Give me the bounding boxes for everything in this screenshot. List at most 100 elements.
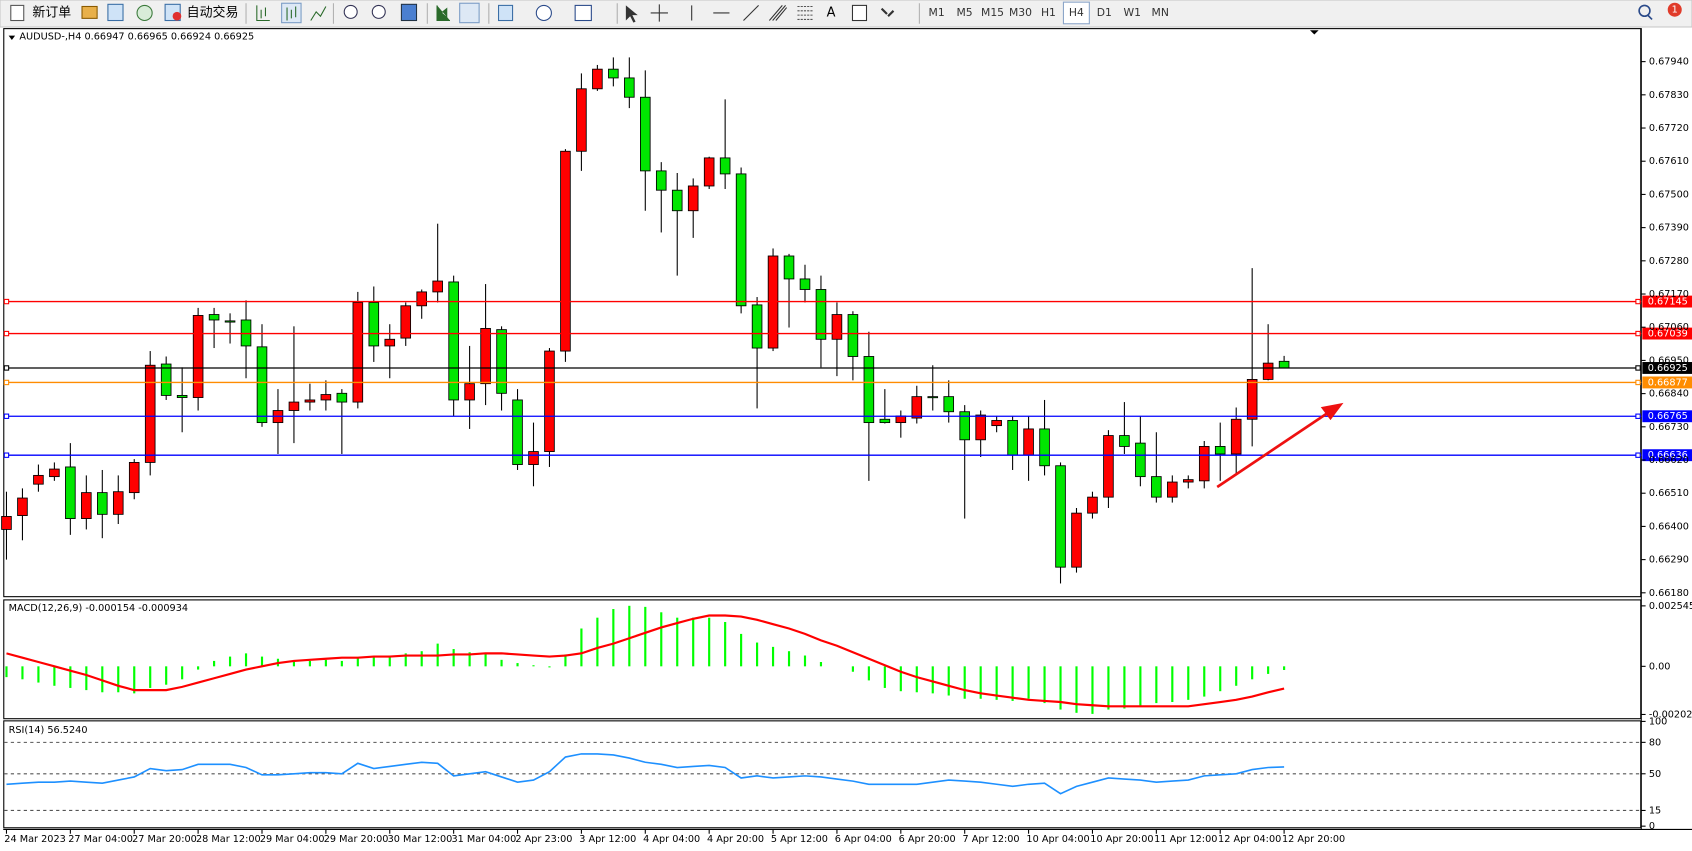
candle-body [496,329,507,394]
candle-body [671,189,683,212]
timeframe-button[interactable]: MN [1152,6,1169,19]
timeframe-active [1062,1,1090,25]
ohlc-open: 0.66947 [84,32,124,43]
y-tick-label: 15 [1649,805,1661,816]
notification-badge[interactable] [1667,2,1682,17]
candle-body [959,411,970,441]
x-tick-label: 27 Mar 20:00 [132,834,197,845]
price-level-tag [1642,410,1692,423]
new-order-icon[interactable] [10,4,25,22]
x-tick-label: 3 Apr 12:00 [579,834,636,845]
y-tick-label: 100 [1649,716,1668,727]
tile-windows-icon[interactable] [400,3,418,22]
rsi-line [6,753,1285,795]
candle-body [1007,420,1018,456]
x-tick-label: 5 Apr 12:00 [771,834,828,845]
periods-icon[interactable] [535,4,552,22]
candle-glyph [286,6,297,21]
timeframe-button[interactable]: M15 [981,6,1004,19]
indicators-icon[interactable] [497,4,514,22]
y-tick-label: 0.67060 [1649,322,1689,333]
label-tool-icon[interactable] [851,4,868,22]
candle-body [400,305,412,339]
fibonacci-icon[interactable] [797,5,813,20]
trendline-icon[interactable] [743,5,759,21]
candle-body [1262,362,1274,380]
timeframe-button[interactable]: M30 [1009,6,1032,19]
level-handle [1635,330,1641,337]
navigator-icon[interactable] [136,4,153,22]
candle-body [799,278,811,290]
bar-chart-icon[interactable] [256,5,270,22]
chart-shift-icon[interactable] [459,2,480,24]
candle-body [1023,428,1034,456]
price-level-label: 0.66877 [1648,377,1688,388]
candle-body [751,304,763,349]
candle-body [320,394,332,401]
candle-body [895,415,907,424]
channel-icon[interactable] [768,5,788,21]
auto-trading-button[interactable]: 自动交易 [187,4,239,20]
data-window-icon[interactable] [107,3,124,22]
price-level-tag [1642,376,1692,389]
candle-body [1182,479,1194,483]
candle-body [1119,435,1130,447]
timeframe-button[interactable]: H1 [1041,6,1056,19]
candle-body [815,289,827,340]
arrows-icon[interactable] [880,7,895,17]
x-tick-label: 6 Apr 04:00 [835,834,892,845]
zoom-out-icon[interactable] [371,4,386,19]
y-tick-label: 0.67830 [1649,90,1689,101]
x-tick-label: 29 Mar 04:00 [260,834,325,845]
x-tick-label: 12 Apr 04:00 [1218,834,1281,845]
price-layer [1,57,1642,584]
candle-body [1198,446,1210,482]
candle-body [464,383,475,401]
candle-body [352,302,364,403]
line-chart-icon[interactable] [310,6,327,21]
timeframe-button[interactable]: M1 [929,6,945,19]
new-order-button[interactable]: 新订单 [32,4,71,20]
crosshair-icon[interactable] [650,4,668,22]
timeframe-button[interactable]: D1 [1097,6,1112,19]
search-icon[interactable] [1638,4,1651,18]
candle-body [911,396,923,419]
candle-body [1167,481,1178,498]
level-handle [3,365,10,371]
text-tool-icon[interactable]: A [827,5,836,20]
macd-name: MACD(12,26,9) [9,603,83,614]
price-level-tag [1642,295,1692,308]
market-watch-icon[interactable] [81,5,98,19]
timeframe-button[interactable]: M5 [957,6,973,19]
candle-body [1151,476,1162,498]
candle-body [176,394,188,398]
zoom-in-icon[interactable] [343,4,358,19]
x-tick-label: 2 Apr 23:00 [515,834,572,845]
timeframe-button[interactable]: W1 [1124,6,1142,19]
price-level-tag [1642,362,1692,374]
ohlc-low: 0.66924 [171,32,211,43]
auto-trading-status [172,11,182,21]
candle-body [144,364,156,463]
candle-body [703,157,715,187]
macd-signal-value: -0.000934 [138,603,188,614]
timeframe-button[interactable]: H4 [1069,6,1084,19]
candle-body [1103,435,1114,498]
autoscroll-icon[interactable] [436,5,450,22]
level-handle [1635,452,1641,458]
candle-body [624,77,635,98]
symbol-menu-marker[interactable] [8,35,16,40]
candle-body [1039,428,1050,467]
y-tick-label: -0.002026 [1649,709,1692,720]
y-tick-label: 0.67720 [1649,123,1689,134]
level-handle [3,330,10,337]
level-handle [1635,365,1641,371]
y-tick-label: 0.66400 [1649,521,1689,532]
price-level-label: 0.67039 [1648,329,1688,340]
price-level-label: 0.66636 [1648,450,1688,461]
x-tick-label: 4 Apr 04:00 [643,834,700,845]
templates-icon[interactable] [574,4,592,22]
x-tick-label: 6 Apr 20:00 [899,834,956,845]
cursor-icon[interactable] [625,5,638,23]
x-tick-label: 24 Mar 2023 [4,834,66,845]
